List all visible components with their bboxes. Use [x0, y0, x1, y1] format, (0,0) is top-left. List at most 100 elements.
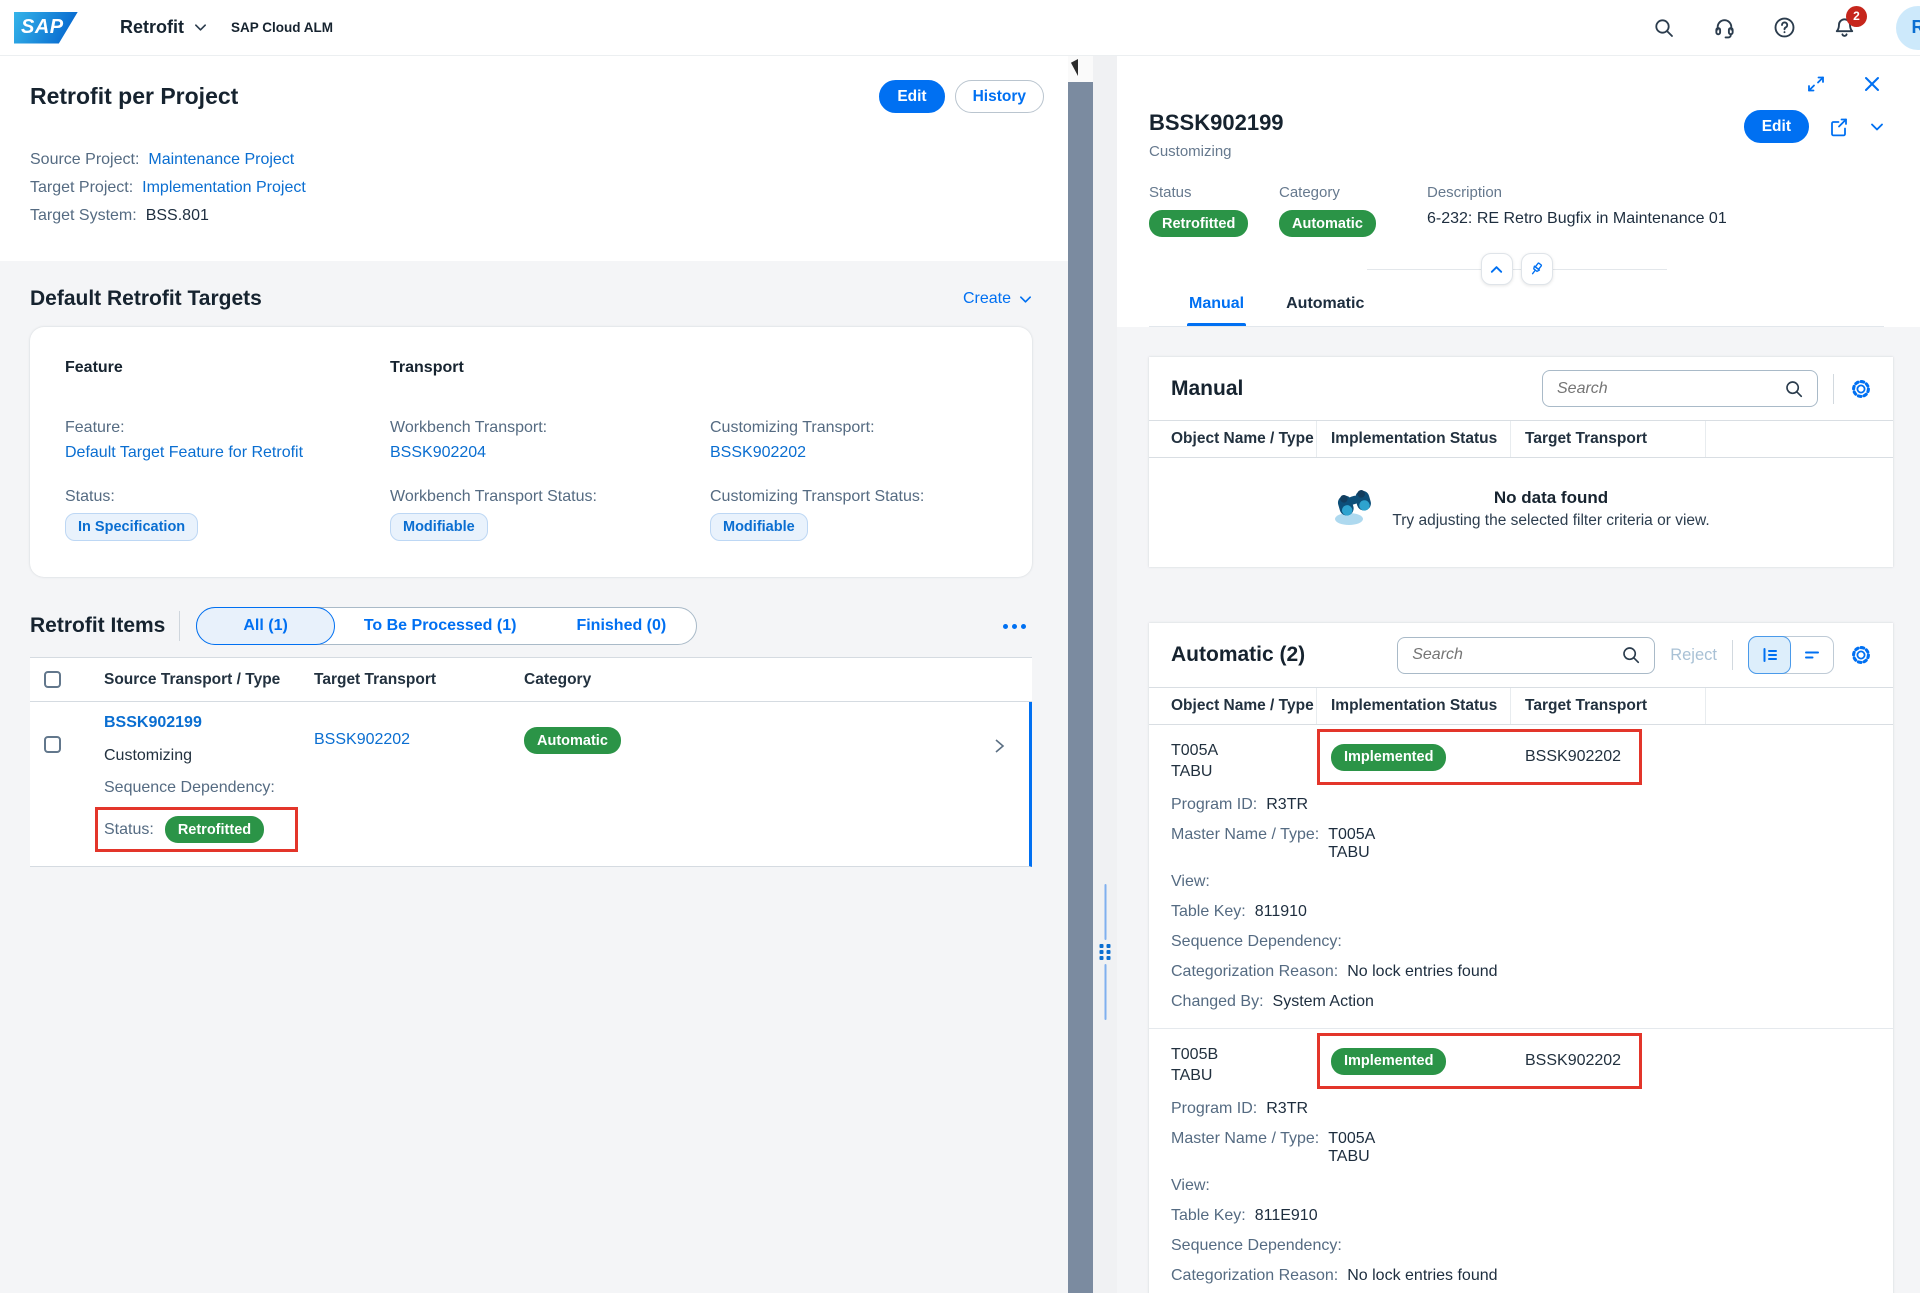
page-title: Retrofit per Project: [30, 83, 239, 109]
tab-all[interactable]: All (1): [196, 607, 335, 645]
detail-edit-button[interactable]: Edit: [1743, 110, 1809, 143]
category-badge: Automatic: [1279, 210, 1376, 237]
object-type: TABU: [1171, 1067, 1213, 1084]
customizing-status-field: Customizing Transport Status: Modifiable: [710, 488, 997, 541]
app-title: Retrofit: [120, 17, 184, 37]
app-title-menu[interactable]: Retrofit: [120, 17, 207, 38]
search-input[interactable]: [1557, 379, 1782, 398]
automatic-search[interactable]: [1397, 636, 1656, 674]
chevron-right-icon[interactable]: [991, 736, 1007, 761]
close-icon[interactable]: [1860, 72, 1884, 96]
expand-rows-icon[interactable]: [1748, 636, 1791, 674]
category-badge: Automatic: [524, 727, 621, 754]
header-collapse-bar: [1366, 253, 1667, 287]
splitter-grip-icon[interactable]: [1099, 884, 1111, 1020]
detail-fields: Status Retrofitted Category Automatic De…: [1149, 184, 1884, 237]
collapse-header-button[interactable]: [1480, 253, 1513, 285]
left-panel-scrollbar[interactable]: [1068, 56, 1093, 1293]
default-targets-card: Feature Transport Feature: Default Targe…: [30, 327, 1032, 577]
transport-column-header: Transport: [390, 359, 464, 376]
manual-empty-state: No data found Try adjusting the selected…: [1149, 458, 1893, 567]
column-implementation-status: Implementation Status: [1317, 688, 1511, 724]
target-system-row: Target System: BSS.801: [30, 207, 1044, 225]
feature-column-header: Feature: [65, 359, 123, 376]
source-project-link[interactable]: Maintenance Project: [148, 151, 295, 168]
row-expand-toggle: [1748, 636, 1834, 674]
table-row[interactable]: T005B TABU Implemented BSSK902202 Progra…: [1149, 1029, 1893, 1293]
items-filter-segmented: All (1) To Be Processed (1) Finished (0): [196, 607, 698, 645]
select-all-checkbox[interactable]: [43, 671, 61, 688]
table-row[interactable]: BSSK902199 Customizing BSSK902202 Automa…: [30, 702, 1032, 867]
detail-status-field: Status Retrofitted: [1149, 184, 1265, 237]
target-project-link[interactable]: Implementation Project: [142, 179, 306, 196]
target-transport-link[interactable]: BSSK902202: [314, 731, 411, 748]
overflow-icon[interactable]: [997, 618, 1032, 635]
chevron-down-icon[interactable]: [1869, 115, 1884, 139]
feature-status-field: Status: In Specification: [65, 488, 390, 541]
column-implementation-status: Implementation Status: [1317, 421, 1511, 457]
pin-icon[interactable]: [1520, 253, 1553, 285]
retrofit-items-table: Source Transport / Type Target Transport…: [30, 657, 1032, 867]
object-type: TABU: [1171, 763, 1213, 780]
search-input[interactable]: [1412, 646, 1620, 664]
transport-detail-panel: BSSK902199 Customizing Edit: [1117, 56, 1920, 1293]
column-source-transport: Source Transport / Type: [104, 670, 281, 688]
source-project-label: Source Project:: [30, 151, 140, 168]
empty-title: No data found: [1493, 487, 1609, 507]
object-name: T005B: [1171, 1046, 1219, 1063]
tab-automatic[interactable]: Automatic: [1286, 295, 1365, 312]
tab-finished[interactable]: Finished (0): [576, 617, 667, 634]
manual-table-header: Object Name / Type Implementation Status…: [1149, 420, 1893, 458]
expand-icon[interactable]: [1804, 72, 1828, 96]
create-menu-button[interactable]: Create: [963, 290, 1032, 308]
column-target-transport: Target Transport: [1511, 421, 1706, 457]
tab-to-be-processed[interactable]: To Be Processed (1): [363, 617, 517, 634]
chevron-down-icon: [1018, 292, 1032, 306]
collapse-rows-icon[interactable]: [1790, 637, 1833, 673]
status-badge: In Specification: [65, 513, 199, 541]
row-status-badge: Retrofitted: [164, 816, 265, 843]
workbench-transport-link[interactable]: BSSK902204: [390, 444, 487, 461]
settings-icon[interactable]: [1849, 643, 1873, 667]
search-icon[interactable]: [1652, 16, 1676, 40]
feature-link[interactable]: Default Target Feature for Retrofit: [65, 444, 304, 461]
customizing-transport-link[interactable]: BSSK902202: [710, 444, 807, 461]
workbench-status-field: Workbench Transport Status: Modifiable: [390, 488, 710, 541]
notifications-icon[interactable]: 2: [1832, 5, 1867, 40]
search-icon[interactable]: [1619, 643, 1643, 667]
retrofit-items-title: Retrofit Items: [30, 614, 166, 637]
feature-field: Feature: Default Target Feature for Retr…: [65, 419, 304, 461]
detail-header: BSSK902199 Customizing Edit: [1117, 56, 1920, 327]
search-icon[interactable]: [1782, 377, 1806, 401]
support-icon[interactable]: [1712, 16, 1736, 40]
items-table-header: Source Transport / Type Target Transport…: [30, 658, 1032, 702]
history-button[interactable]: History: [954, 80, 1044, 113]
avatar[interactable]: R: [1896, 5, 1920, 50]
tab-manual[interactable]: Manual: [1187, 287, 1247, 326]
column-target-transport: Target Transport: [1511, 688, 1706, 724]
share-icon[interactable]: [1827, 115, 1851, 139]
panel-splitter[interactable]: [1093, 56, 1117, 1293]
manual-search[interactable]: [1542, 370, 1818, 407]
detail-body: Manual Object Name / Typ: [1117, 327, 1920, 1293]
detail-description-field: Description 6-232: RE Retro Bugfix in Ma…: [1427, 184, 1727, 227]
settings-icon[interactable]: [1849, 377, 1873, 401]
edit-button[interactable]: Edit: [879, 80, 945, 113]
automatic-section: Automatic (2) Reject: [1149, 623, 1893, 1293]
detail-subtitle: Customizing: [1149, 143, 1232, 160]
manual-section: Manual Object Name / Typ: [1149, 357, 1893, 567]
detail-category-field: Category Automatic: [1279, 184, 1399, 237]
top-shell-bar: SAP Retrofit SAP Cloud ALM 2 R: [0, 0, 1920, 56]
description-value: 6-232: RE Retro Bugfix in Maintenance 01: [1427, 210, 1727, 227]
sequence-dependency-label: Sequence Dependency:: [104, 779, 275, 796]
row-status-line: Status: Retrofitted: [95, 807, 299, 852]
sap-logo[interactable]: SAP: [14, 11, 78, 44]
source-transport-link[interactable]: BSSK902199: [104, 714, 202, 731]
table-row[interactable]: T005A TABU Implemented BSSK902202 Progra…: [1149, 725, 1893, 1029]
help-icon[interactable]: [1772, 16, 1796, 40]
reject-button[interactable]: Reject: [1670, 645, 1717, 664]
target-transport-value: BSSK902202: [1525, 748, 1622, 765]
workbench-transport-field: Workbench Transport: BSSK902204: [390, 419, 548, 461]
row-checkbox[interactable]: [43, 736, 61, 753]
